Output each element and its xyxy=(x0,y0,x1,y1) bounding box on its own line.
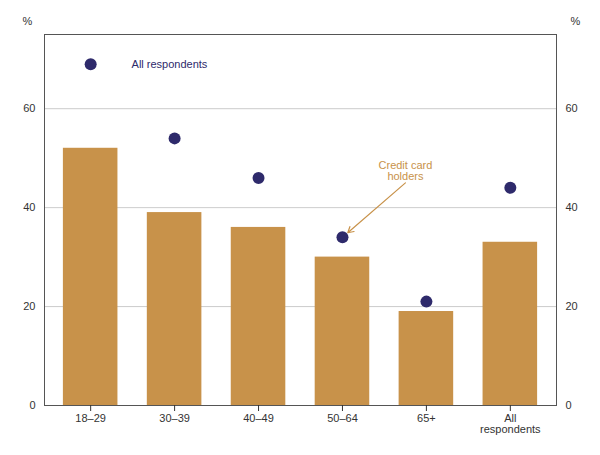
svg-text:%: % xyxy=(23,15,33,27)
svg-text:0: 0 xyxy=(29,399,35,411)
svg-text:50–64: 50–64 xyxy=(327,412,358,424)
svg-text:18–29: 18–29 xyxy=(75,412,106,424)
svg-text:All respondents: All respondents xyxy=(132,58,208,70)
svg-text:%: % xyxy=(571,15,581,27)
svg-text:Allrespondents: Allrespondents xyxy=(480,412,541,435)
svg-text:40–49: 40–49 xyxy=(243,412,274,424)
svg-text:20: 20 xyxy=(23,300,35,312)
svg-text:30–39: 30–39 xyxy=(159,412,190,424)
svg-text:65+: 65+ xyxy=(417,412,436,424)
svg-text:20: 20 xyxy=(566,300,578,312)
svg-text:60: 60 xyxy=(566,102,578,114)
svg-text:0: 0 xyxy=(566,399,572,411)
svg-text:Credit cardholders: Credit cardholders xyxy=(379,159,433,182)
svg-text:40: 40 xyxy=(566,201,578,213)
svg-text:60: 60 xyxy=(23,102,35,114)
svg-text:40: 40 xyxy=(23,201,35,213)
